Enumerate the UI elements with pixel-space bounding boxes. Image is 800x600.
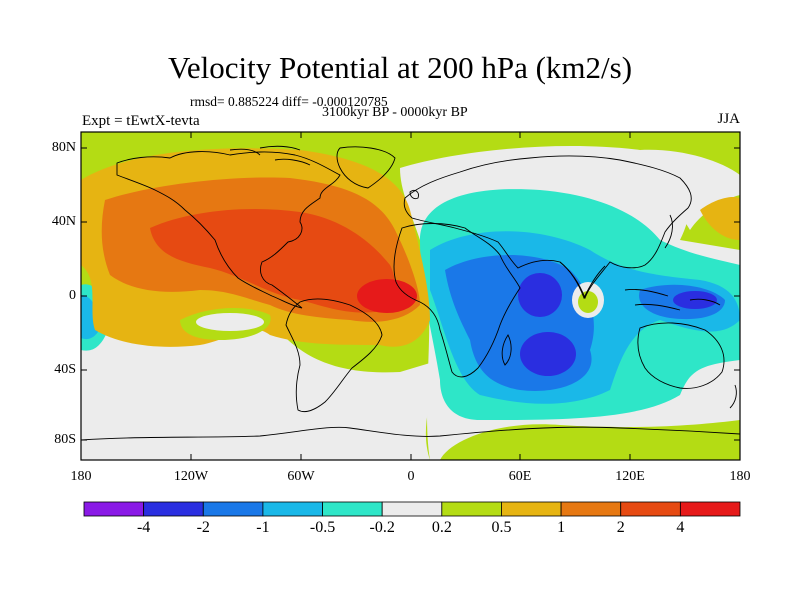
colorbar-label: -4 <box>136 519 151 536</box>
colorbar-label: -1 <box>256 519 270 536</box>
season-label: JJA <box>717 111 740 127</box>
field-pos-4-core <box>357 279 417 313</box>
coastline-antarctica <box>81 426 740 441</box>
colorbar-swatch <box>262 501 323 517</box>
lat-tick-label: 40N <box>51 214 76 229</box>
colorbar-swatch <box>501 501 562 517</box>
field-neg-2-core-b <box>520 332 576 376</box>
coastline-australia <box>637 322 725 389</box>
field-neg-2-core-a <box>518 273 562 317</box>
lon-tick-label: 0 <box>407 469 415 484</box>
lat-tick-label: 80N <box>51 140 76 155</box>
field-pos-2 <box>150 208 395 313</box>
field-pos-pocket-india-core <box>578 291 598 313</box>
coastline-north-america <box>116 151 341 309</box>
coastline-indonesia <box>624 289 721 311</box>
colorbar-swatch <box>143 501 204 517</box>
coastline-madagascar <box>501 334 512 366</box>
colorbar-swatch <box>441 501 502 517</box>
field-neutral-ne <box>640 149 740 230</box>
coastline-south-america <box>285 298 383 413</box>
coastline-india <box>559 261 606 300</box>
experiment-label: Expt = tEwtX-tevta <box>82 113 200 129</box>
coastline-eurasia <box>403 155 692 300</box>
lon-tick-label: 60W <box>287 469 315 484</box>
lon-tick-label: 180 <box>729 469 751 484</box>
field-neutral-west <box>81 320 440 460</box>
lat-tick-label: 40S <box>54 362 76 377</box>
lon-tick-label: 120W <box>173 469 209 484</box>
stats-line: rmsd= 0.885224 diff= -0.000120785 <box>190 94 388 109</box>
colorbar-label: 2 <box>616 519 625 536</box>
velocity-potential-field <box>81 132 740 460</box>
colorbar-label: 4 <box>676 519 685 536</box>
coastline-arctic-islands <box>229 145 311 166</box>
colorbar-label: -2 <box>196 519 210 536</box>
colorbar-label: -0.2 <box>369 519 395 536</box>
colorbar-swatch <box>322 501 383 517</box>
colorbar-swatch <box>381 501 443 517</box>
lon-tick-label: 60E <box>508 469 532 484</box>
colorbar-label: 0.2 <box>431 519 452 536</box>
colorbar-label: 0.5 <box>491 519 512 536</box>
colorbar-swatch <box>560 501 622 517</box>
lat-tick-label: 0 <box>69 288 76 303</box>
colorbar-swatch <box>202 501 264 517</box>
coastline-japan <box>664 214 673 249</box>
tick-marks <box>81 132 740 460</box>
coastline-greenland <box>336 146 396 189</box>
lat-tick-label: 80S <box>54 432 76 447</box>
field-neg-2-core-c <box>673 291 717 309</box>
map-title: Velocity Potential at 200 hPa (km2/s) <box>167 50 633 85</box>
colorbar-swatch <box>83 501 145 517</box>
lon-tick-label: 180 <box>70 469 92 484</box>
coastline-british-isles <box>409 189 419 200</box>
colorbar-label: 1 <box>557 519 566 536</box>
field-neutral-pocket-pacific-core <box>196 313 264 331</box>
coastline-new-zealand <box>729 384 737 409</box>
lon-tick-label: 120E <box>615 469 645 484</box>
colorbar-swatch <box>620 501 681 517</box>
colorbar-label: -0.5 <box>309 519 336 536</box>
coastline-africa <box>393 223 521 378</box>
period-line: 3100kyr BP - 0000kyr BP <box>322 105 468 120</box>
colorbar <box>83 501 741 517</box>
coastlines <box>81 145 740 441</box>
field-pos-east-edge <box>700 197 740 240</box>
colorbar-swatch <box>679 501 741 517</box>
